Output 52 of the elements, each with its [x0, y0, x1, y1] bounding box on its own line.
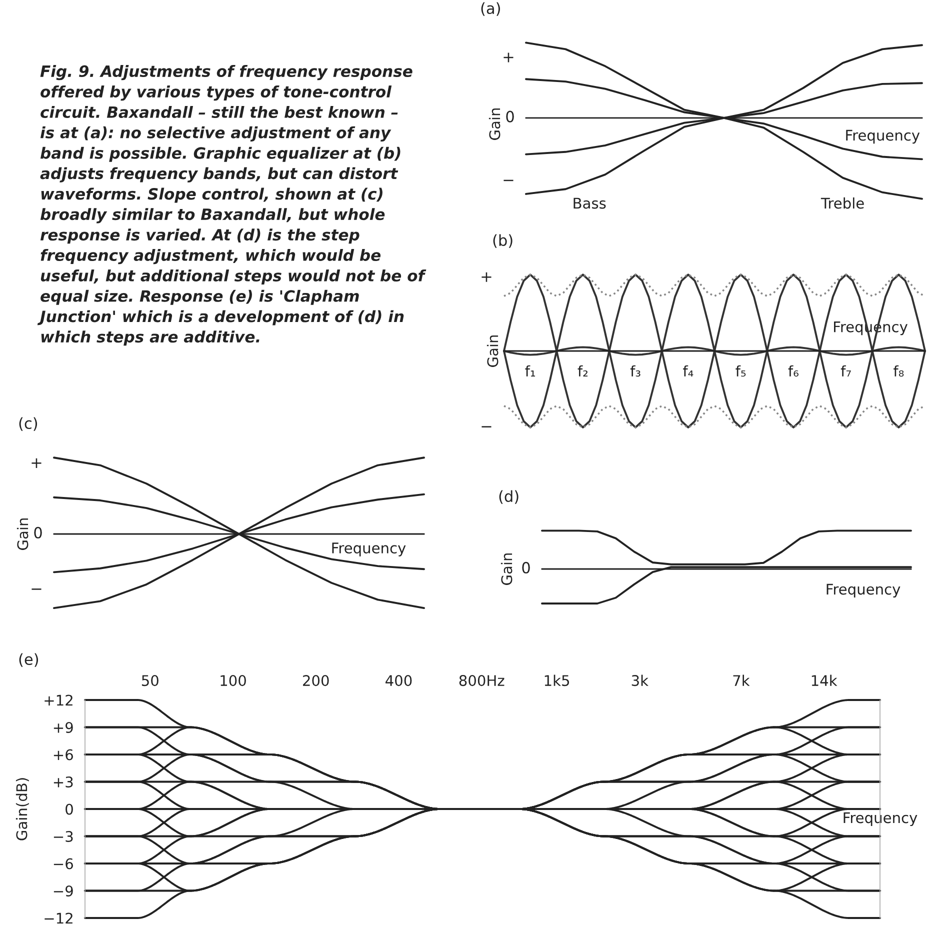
- x-tick-label: 3k: [632, 674, 648, 686]
- x-tick-label: 800Hz: [459, 675, 504, 686]
- y-tick-label: +12: [44, 694, 72, 706]
- annotation: f₆: [788, 365, 798, 377]
- text: 0: [34, 526, 42, 538]
- annotation: Bass: [574, 198, 606, 209]
- text: 0: [522, 562, 530, 574]
- y-axis-title: Gain: [488, 108, 500, 140]
- chart-title: (b): [493, 234, 512, 248]
- chart-title: (a): [481, 2, 500, 16]
- text: Fig. 9. Adjustments of frequency response offered by various types of tone-control circuit. Baxandall – still the best known – is at (a): no selective adjustment of any band is possible. Graphic equalizer at (b) adjusts frequency bands, but can distort waveforms. Slope control, shown at (c) broadly similar to Baxandall, but whole response is varied. At (d) is the step frequency adjustment, which would be useful, but additional steps would not be of equal size. Response (e) is 'Clapham Junction' which is a development of (d) in which steps are additive.: [37, 65, 426, 346]
- chart-title: (e): [19, 653, 38, 667]
- x-tick-label: 7k: [733, 674, 750, 686]
- x-tick-label: 400: [386, 675, 412, 686]
- y-tick-label: −3: [54, 830, 73, 842]
- annotation: f₈: [894, 365, 904, 377]
- y-tick-label: +3: [54, 776, 73, 788]
- annotation: Frequency: [332, 542, 406, 556]
- y-tick-label: −12: [44, 912, 72, 924]
- y-tick-label: 0: [66, 804, 73, 815]
- annotation: f₃: [630, 365, 640, 377]
- text: +: [482, 272, 492, 282]
- chart-title: (c): [19, 417, 38, 431]
- text: −: [32, 588, 42, 590]
- y-axis-title: Gain: [500, 553, 512, 585]
- y-tick-label: +9: [54, 722, 73, 733]
- text: −: [482, 426, 492, 428]
- x-tick-label: 1k5: [544, 674, 569, 686]
- annotation: Treble: [820, 197, 864, 209]
- annotation: Frequency: [826, 584, 900, 598]
- y-axis-title: Gain: [16, 518, 28, 550]
- annotation: f₁: [525, 365, 536, 376]
- x-tick-label: 200: [303, 675, 329, 686]
- annotation: f₅: [736, 365, 746, 377]
- text: +: [504, 52, 514, 62]
- x-tick-label: 14k: [812, 674, 838, 686]
- y-tick-label: +6: [54, 749, 73, 760]
- x-tick-label: 50: [142, 675, 158, 686]
- y-axis-title: Gain(dB): [16, 778, 29, 840]
- annotation: Frequency: [844, 812, 918, 826]
- chart-title: (d): [499, 490, 518, 504]
- text: 0: [506, 110, 514, 122]
- annotation: f₄: [683, 365, 694, 376]
- annotation: f₂: [578, 365, 588, 376]
- text: +: [32, 458, 42, 468]
- annotation: f₇: [840, 365, 851, 376]
- y-tick-label: −9: [54, 885, 73, 896]
- text: −: [504, 180, 514, 182]
- y-axis-title: Gain: [486, 335, 498, 367]
- y-tick-label: −6: [54, 858, 73, 870]
- x-tick-label: 100: [220, 675, 246, 686]
- annotation: Frequency: [846, 130, 920, 144]
